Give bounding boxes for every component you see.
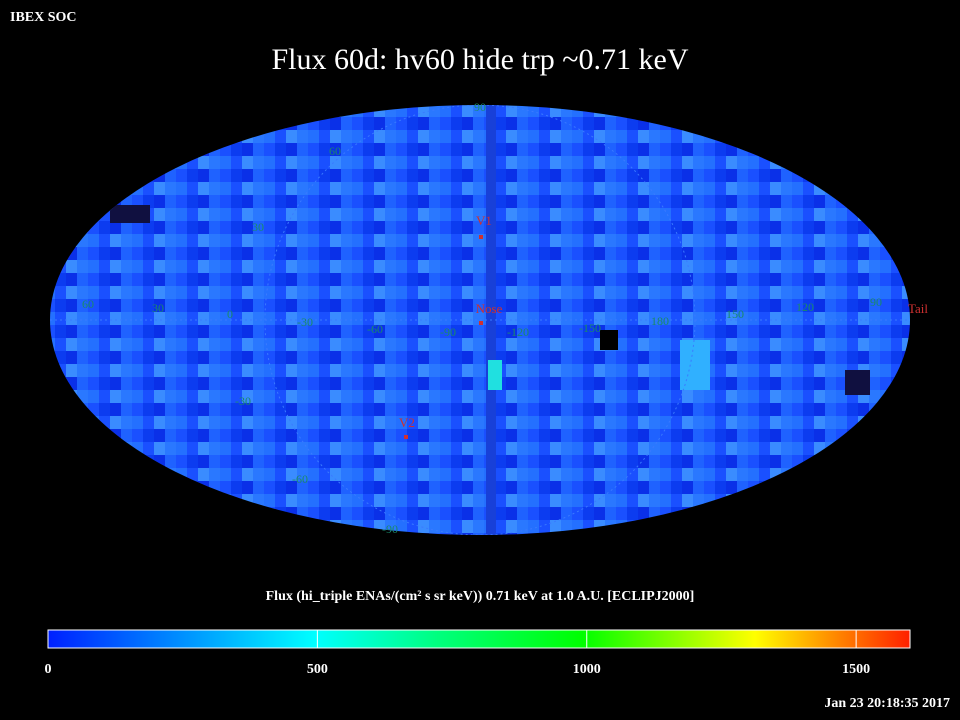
grid-label: 0: [227, 307, 233, 321]
grid-label: 120: [796, 300, 814, 314]
grid-label: 60: [82, 297, 94, 311]
marker-dot: [404, 435, 408, 439]
map-labels: 90 60 30 -30 -60 -90 60 30 0 -30 -60 -90 -120 -150 180…: [82, 100, 928, 536]
marker-label: V2: [399, 415, 415, 430]
colorbar-label: Flux (hi_triple ENAs/(cm² s sr keV)) 0.7…: [266, 589, 695, 604]
grid-label: -30: [297, 315, 313, 329]
colorbar-ticks: 0 500 1000 1500: [45, 630, 870, 677]
colorbar-tick-label: 500: [307, 662, 328, 677]
grid-label: 90: [474, 100, 486, 114]
org: IBEX SOC: [10, 10, 77, 25]
grid-label: 150: [726, 307, 744, 321]
title: Flux 60d: hv60 hide trp ~0.71 keV: [271, 43, 688, 76]
marker-label: Nose: [476, 301, 503, 316]
grid-label: -60: [292, 472, 308, 486]
grid-label: -90: [382, 522, 398, 536]
colorbar-tick-label: 0: [45, 662, 52, 677]
marker-dot: [479, 321, 483, 325]
marker-label: Tail: [908, 301, 928, 316]
colorbar-tick-label: 1500: [842, 662, 870, 677]
grid-label: -120: [507, 325, 529, 339]
grid-label: -90: [440, 325, 456, 339]
grid-label: 30: [152, 301, 164, 315]
grid-label: -30: [235, 394, 251, 408]
colorbar: [47, 629, 911, 649]
grid-label: -150: [579, 321, 601, 335]
colorbar-tick-label: 1000: [573, 662, 601, 677]
grid-label: 60: [329, 144, 341, 158]
grid-label: 30: [252, 220, 264, 234]
timestamp: Jan 23 20:18:35 2017: [824, 696, 950, 711]
grid-label: 90: [870, 295, 882, 309]
marker-label: V1: [476, 213, 492, 228]
marker-dot: [479, 235, 483, 239]
sky-map: [50, 105, 910, 535]
grid-label: 180: [651, 314, 669, 328]
grid-label: -60: [367, 322, 383, 336]
